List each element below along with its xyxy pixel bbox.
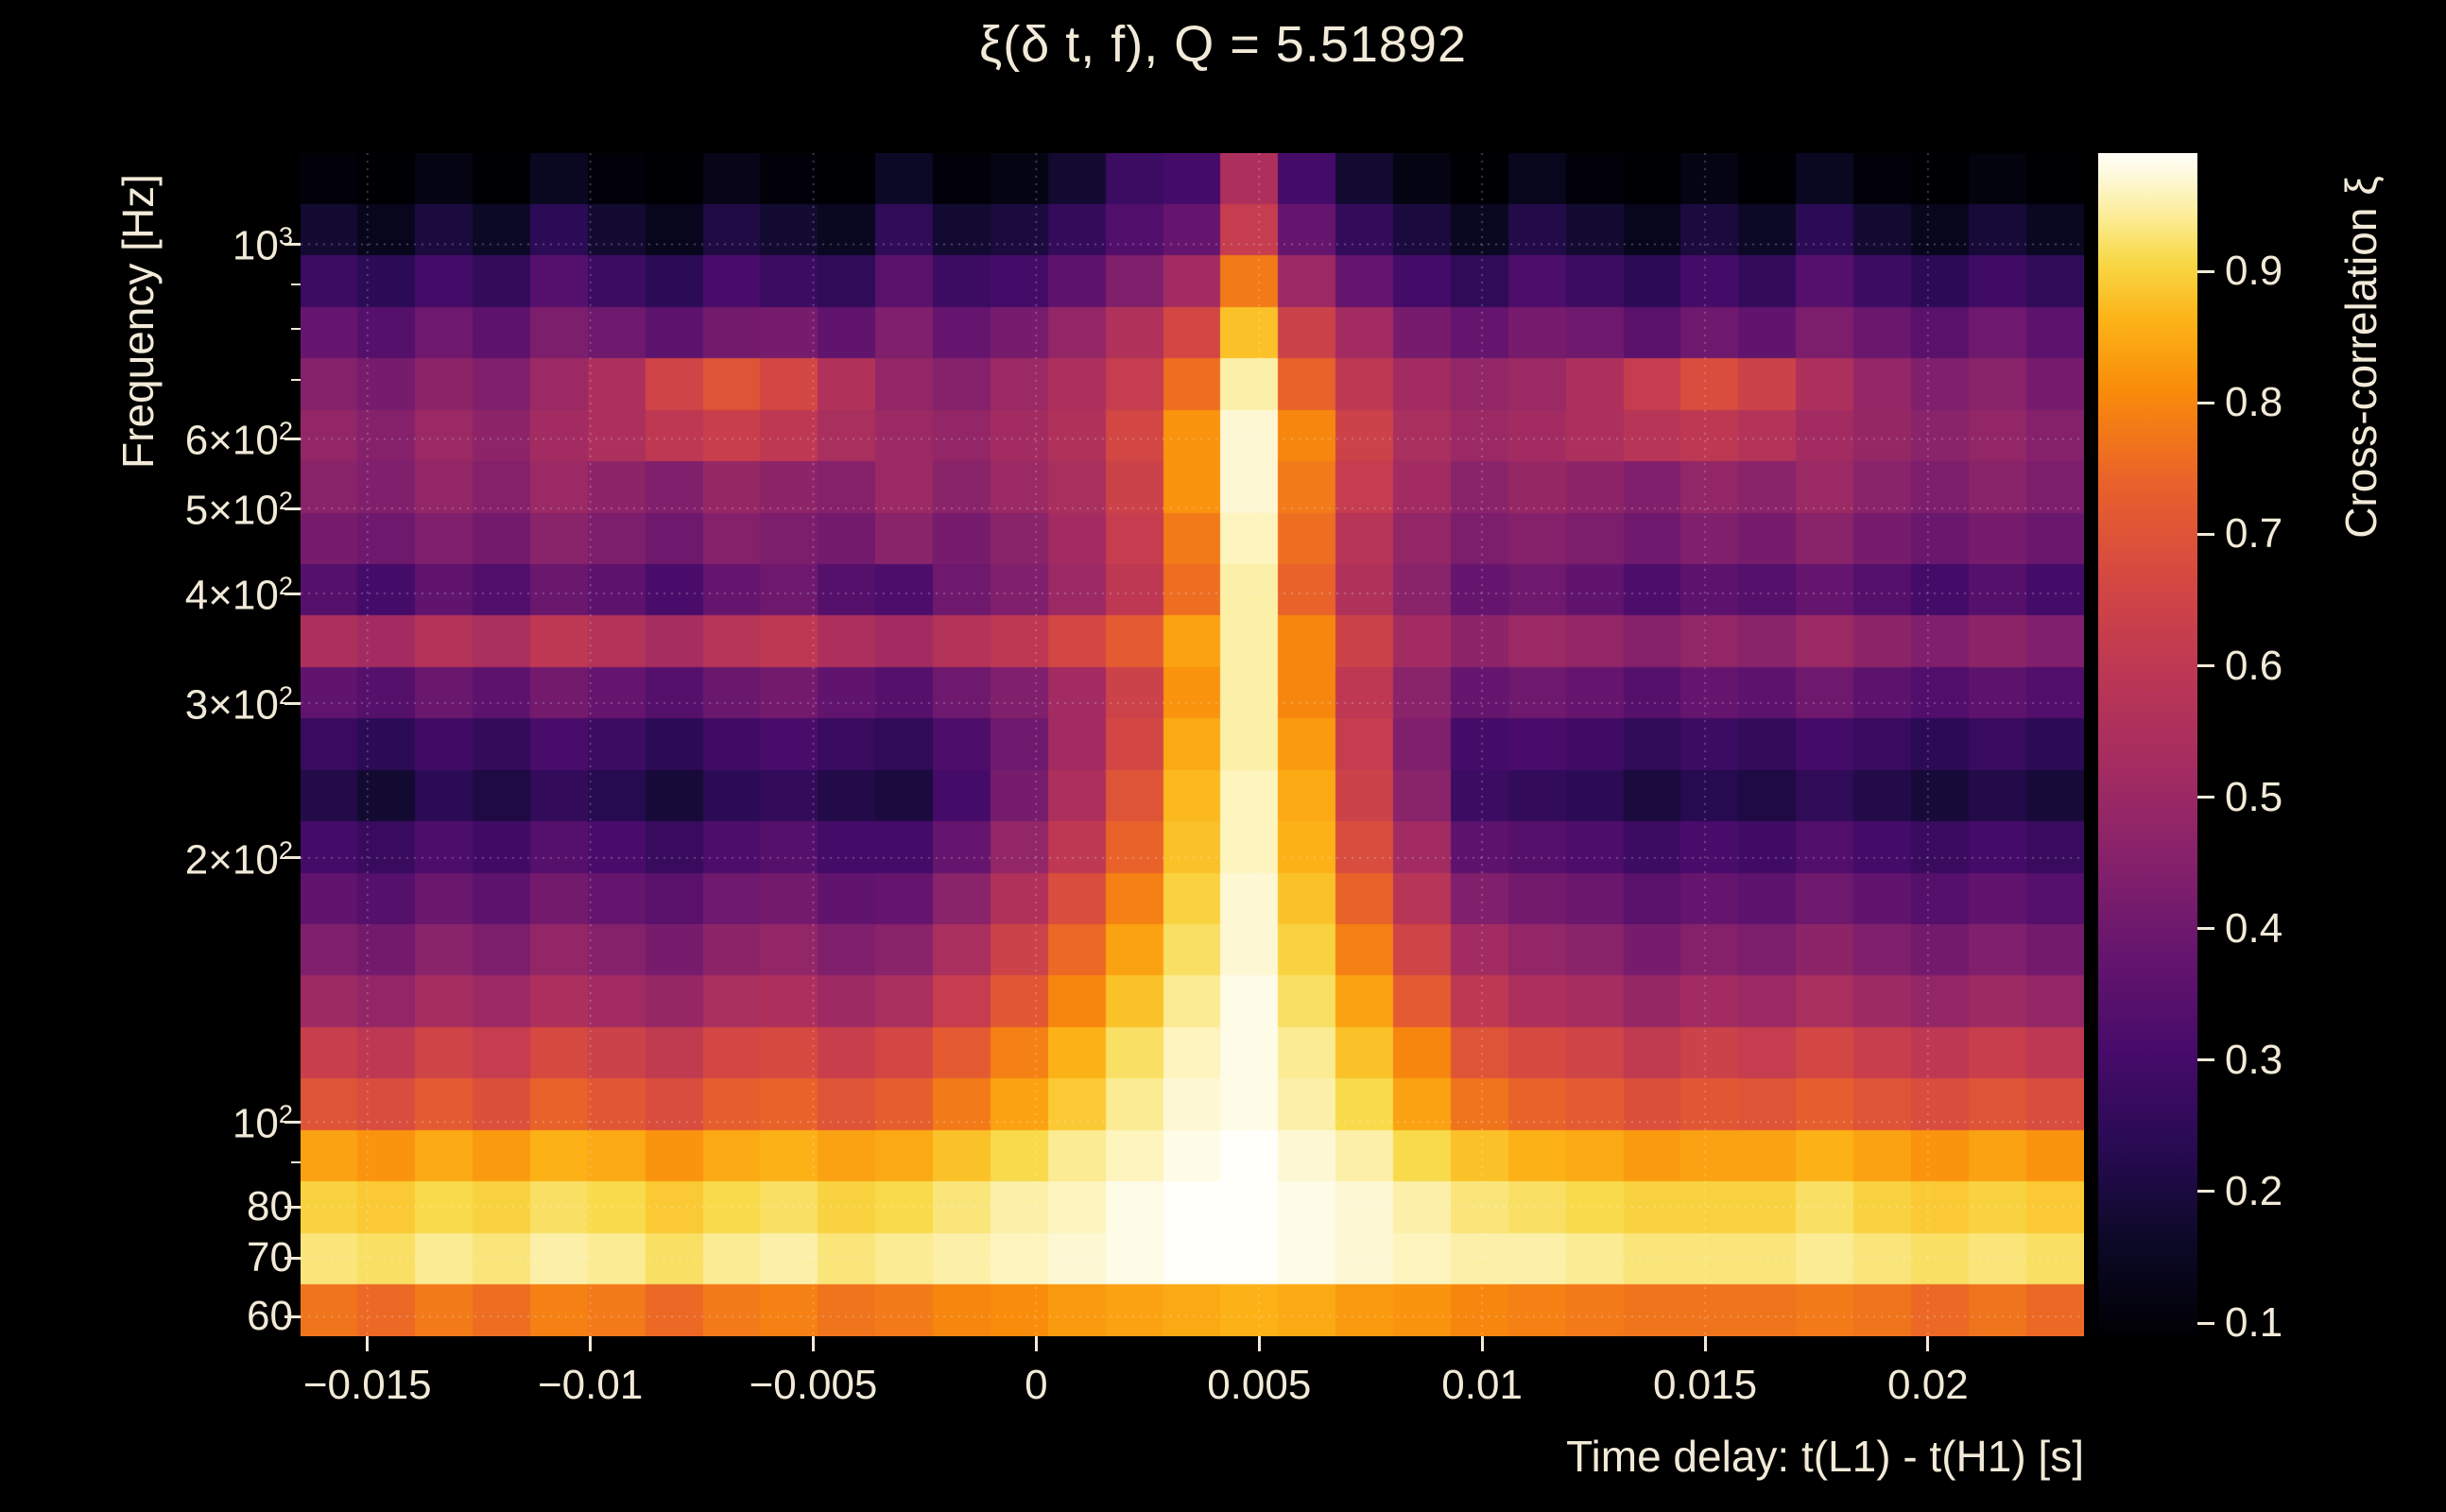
colorbar-tick-mark [2197, 532, 2214, 536]
colorbar-tick-mark [2197, 401, 2214, 404]
y-tick-label: 4×102 [184, 571, 293, 619]
x-tick-mark [1034, 1336, 1038, 1351]
x-tick-label: −0.01 [537, 1362, 644, 1408]
colorbar [2098, 153, 2197, 1336]
colorbar-tick-label: 0.1 [2225, 1299, 2283, 1347]
colorbar-tick-mark [2197, 927, 2214, 931]
x-tick-label: 0.005 [1207, 1362, 1312, 1408]
chart-title: ξ(δ t, f), Q = 5.51892 [979, 16, 1467, 73]
colorbar-tick-mark [2197, 664, 2214, 668]
colorbar-tick-mark [2197, 1321, 2214, 1325]
colorbar-tick-label: 0.3 [2225, 1036, 2283, 1083]
x-tick-mark [366, 1336, 370, 1351]
y-tick-label: 2×102 [184, 834, 293, 884]
y-tick-mark [284, 437, 301, 440]
y-tick-mark [284, 1205, 301, 1209]
x-tick-label: −0.015 [302, 1362, 432, 1408]
y-tick-mark [284, 592, 301, 595]
colorbar-tick-label: 0.7 [2225, 510, 2283, 558]
y-tick-mark [284, 242, 301, 246]
colorbar-tick-label: 0.6 [2225, 642, 2283, 689]
colorbar-tick-mark [2197, 1190, 2214, 1194]
colorbar-tick-mark [2197, 796, 2214, 799]
y-tick-mark [284, 1314, 301, 1318]
colorbar-tick-label: 0.2 [2225, 1167, 2283, 1214]
x-tick-label: 0.01 [1441, 1362, 1523, 1408]
y-tick-label: 80 [247, 1183, 293, 1230]
y-tick-mark [284, 1256, 301, 1260]
x-tick-label: 0.02 [1887, 1362, 1969, 1408]
colorbar-tick-label: 0.9 [2225, 248, 2283, 295]
colorbar-tick-mark [2197, 1058, 2214, 1062]
y-tick-mark [284, 856, 301, 860]
x-tick-label: 0 [1025, 1362, 1048, 1408]
y-tick-label: 102 [232, 1099, 293, 1147]
x-tick-mark [1926, 1336, 1930, 1351]
heatmap-canvas [301, 153, 2084, 1336]
y-minor-tick-mark [291, 1160, 301, 1163]
y-tick-mark [284, 507, 301, 510]
y-tick-label: 5×102 [184, 486, 293, 534]
y-minor-tick-mark [291, 283, 301, 285]
y-minor-tick-mark [291, 379, 301, 382]
colorbar-tick-label: 0.8 [2225, 379, 2283, 426]
x-tick-mark [1257, 1336, 1261, 1351]
y-minor-tick-mark [291, 328, 301, 331]
colorbar-tick-mark [2197, 269, 2214, 273]
y-tick-label: 70 [247, 1234, 293, 1281]
colorbar-title: Cross-correlation ξ [2336, 176, 2386, 539]
x-tick-mark [1480, 1336, 1484, 1351]
y-tick-mark [284, 1120, 301, 1124]
colorbar-tick-label: 0.4 [2225, 904, 2283, 952]
x-axis-title: Time delay: t(L1) - t(H1) [s] [1566, 1432, 2084, 1481]
y-tick-label: 60 [247, 1293, 293, 1340]
x-tick-mark [812, 1336, 815, 1351]
y-tick-mark [284, 701, 301, 705]
x-tick-mark [1703, 1336, 1707, 1351]
plot-area [301, 153, 2084, 1336]
x-tick-label: 0.015 [1652, 1362, 1758, 1408]
y-tick-label: 103 [232, 221, 293, 270]
y-tick-label: 3×102 [184, 680, 293, 729]
x-tick-label: −0.005 [749, 1362, 878, 1408]
y-tick-label: 6×102 [184, 416, 293, 465]
colorbar-tick-label: 0.5 [2225, 773, 2283, 820]
x-tick-mark [589, 1336, 593, 1351]
